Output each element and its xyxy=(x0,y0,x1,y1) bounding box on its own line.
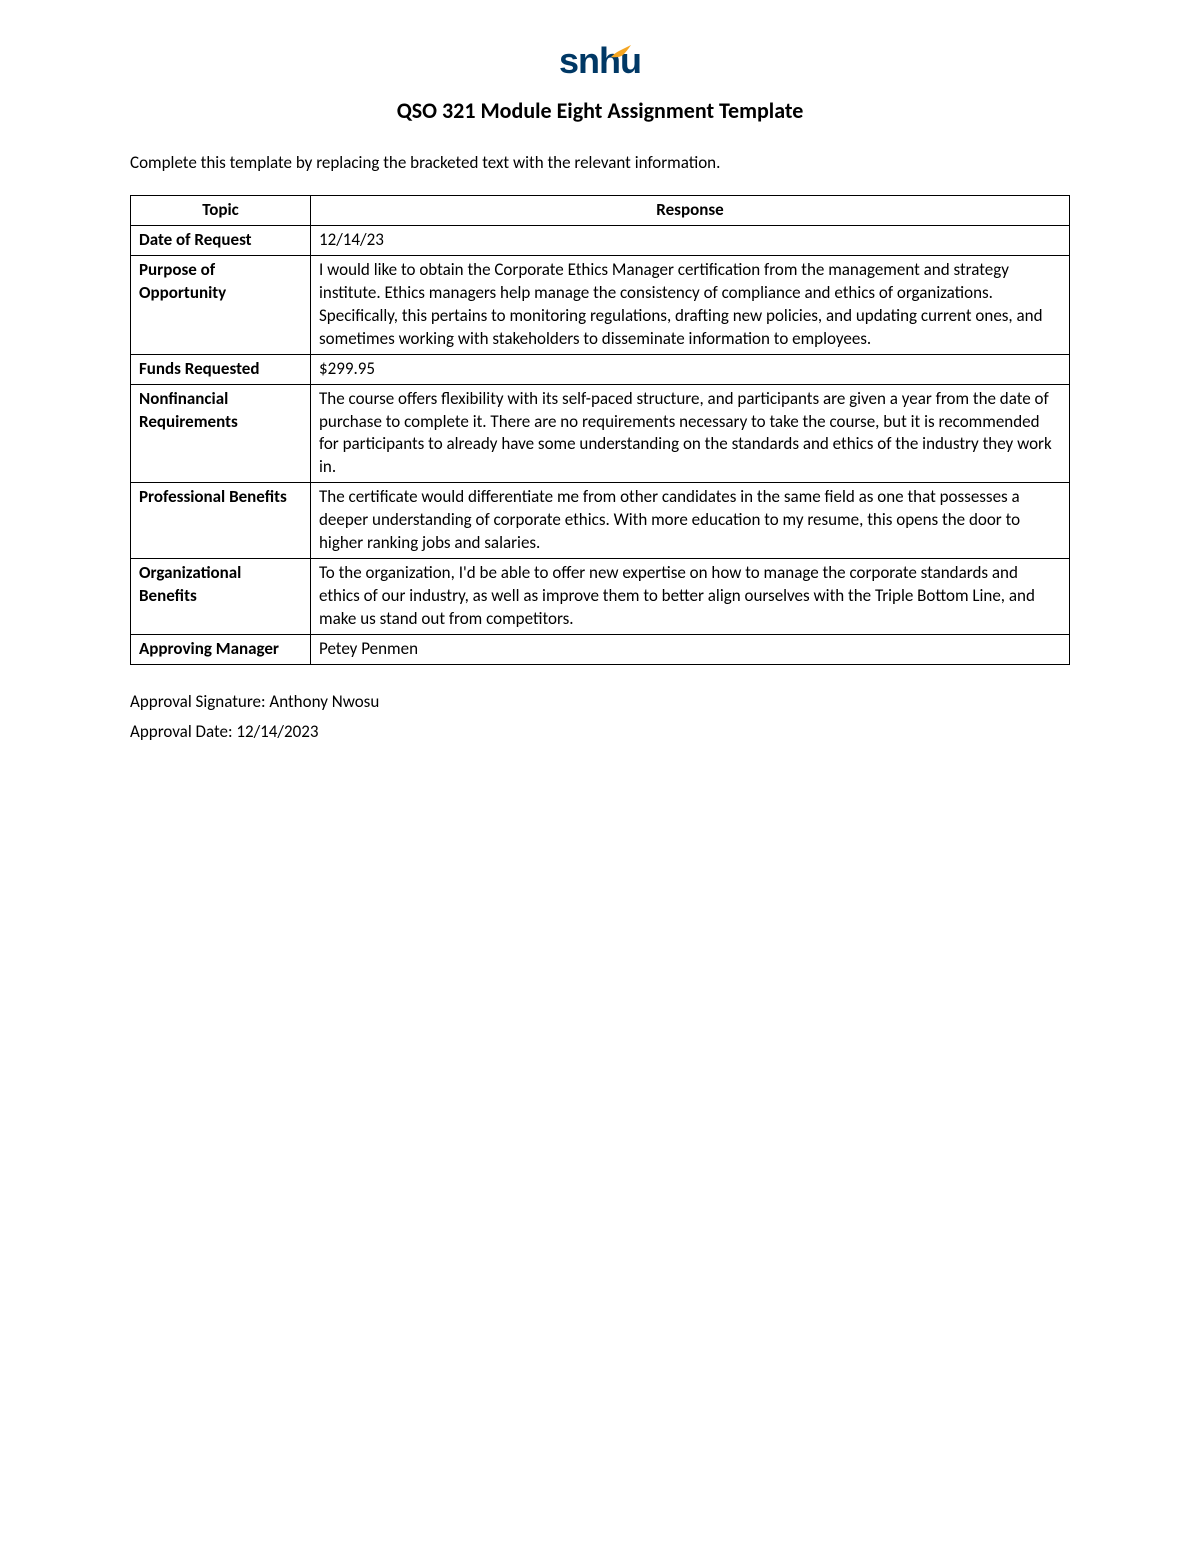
assignment-table: Topic Response Date of Request 12/14/23 … xyxy=(130,195,1070,665)
topic-cell: Nonfinancial Requirements xyxy=(131,384,311,483)
table-row: Approving Manager Petey Penmen xyxy=(131,634,1070,664)
response-cell: To the organization, I'd be able to offe… xyxy=(311,559,1070,635)
approval-signature-line: Approval Signature: Anthony Nwosu xyxy=(130,687,1070,718)
approval-date-line: Approval Date: 12/14/2023 xyxy=(130,717,1070,748)
snhu-logo: snhu xyxy=(559,40,641,82)
response-cell: I would like to obtain the Corporate Eth… xyxy=(311,255,1070,354)
signature-value: Anthony Nwosu xyxy=(269,691,379,712)
table-row: Professional Benefits The certificate wo… xyxy=(131,483,1070,559)
table-header-row: Topic Response xyxy=(131,196,1070,226)
date-label: Approval Date: xyxy=(130,721,233,742)
logo-text: snhu xyxy=(559,40,641,81)
topic-cell: Funds Requested xyxy=(131,354,311,384)
topic-cell: Purpose of Opportunity xyxy=(131,255,311,354)
table-row: Nonfinancial Requirements The course off… xyxy=(131,384,1070,483)
topic-cell: Date of Request xyxy=(131,225,311,255)
table-row: Date of Request 12/14/23 xyxy=(131,225,1070,255)
signature-label: Approval Signature: xyxy=(130,691,266,712)
header-response: Response xyxy=(311,196,1070,226)
table-row: Organizational Benefits To the organizat… xyxy=(131,559,1070,635)
topic-cell: Professional Benefits xyxy=(131,483,311,559)
date-value: 12/14/2023 xyxy=(236,721,318,742)
flame-icon xyxy=(609,28,633,70)
response-cell: $299.95 xyxy=(311,354,1070,384)
response-cell: The certificate would differentiate me f… xyxy=(311,483,1070,559)
instructions-text: Complete this template by replacing the … xyxy=(130,152,1070,173)
topic-cell: Approving Manager xyxy=(131,634,311,664)
header-topic: Topic xyxy=(131,196,311,226)
response-cell: Petey Penmen xyxy=(311,634,1070,664)
response-cell: The course offers flexibility with its s… xyxy=(311,384,1070,483)
table-row: Funds Requested $299.95 xyxy=(131,354,1070,384)
logo-container: snhu xyxy=(130,40,1070,82)
page-title: QSO 321 Module Eight Assignment Template xyxy=(130,97,1070,124)
topic-cell: Organizational Benefits xyxy=(131,559,311,635)
approval-section: Approval Signature: Anthony Nwosu Approv… xyxy=(130,687,1070,748)
response-cell: 12/14/23 xyxy=(311,225,1070,255)
table-row: Purpose of Opportunity I would like to o… xyxy=(131,255,1070,354)
